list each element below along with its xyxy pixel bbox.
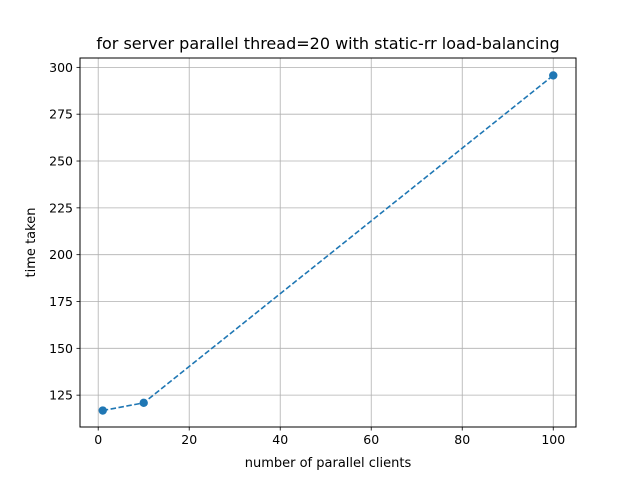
y-tick-label: 200	[49, 247, 73, 262]
y-tick-label: 275	[49, 107, 73, 122]
y-tick-label: 150	[49, 341, 73, 356]
chart-title: for server parallel thread=20 with stati…	[96, 34, 559, 53]
y-axis-label: time taken	[24, 208, 39, 278]
y-tick-label: 125	[49, 388, 73, 403]
data-point	[139, 398, 148, 408]
x-tick-label: 100	[541, 432, 565, 447]
ticks: 0 20 40 60 80 100 125 150 175 200 225 250 275 300	[49, 60, 565, 447]
y-tick-label: 250	[49, 154, 73, 169]
x-tick-label: 80	[454, 432, 470, 447]
x-tick-label: 20	[181, 432, 197, 447]
y-tick-label: 300	[49, 60, 73, 75]
grid	[80, 58, 576, 427]
x-tick-label: 0	[94, 432, 102, 447]
y-tick-label: 225	[49, 200, 73, 215]
data-point	[549, 71, 558, 80]
y-tick-label: 175	[49, 294, 73, 309]
x-tick-label: 60	[363, 432, 379, 447]
x-axis-label: number of parallel clients	[245, 456, 412, 471]
plot-frame	[79, 57, 577, 428]
x-tick-label: 40	[272, 432, 288, 447]
data-point	[98, 406, 107, 415]
series-layer	[98, 71, 558, 415]
